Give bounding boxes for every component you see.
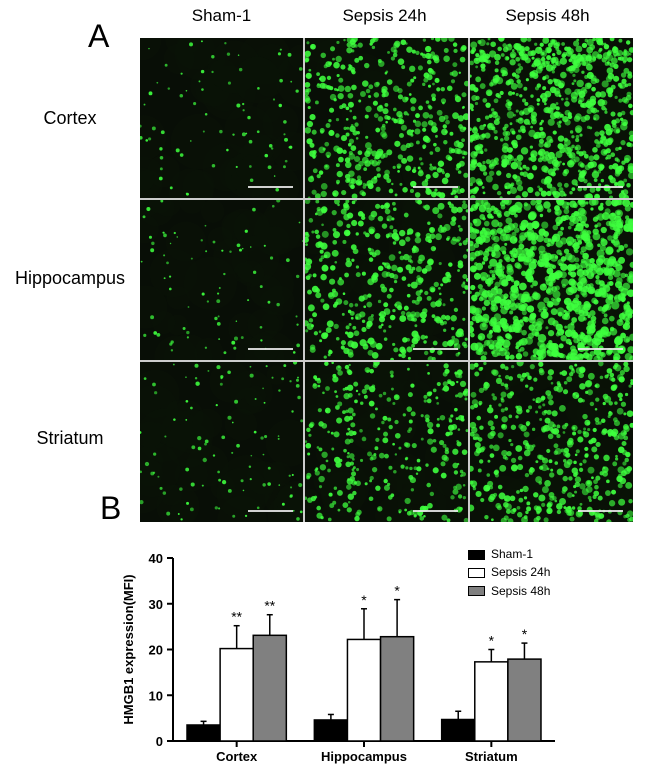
svg-text:40: 40: [149, 551, 163, 566]
row-label-cortex: Cortex: [0, 38, 140, 198]
legend-item: Sham-1: [468, 546, 550, 563]
micrograph-cell: [305, 362, 468, 522]
col-header-24h: Sepsis 24h: [303, 6, 466, 26]
scale-bar: [413, 186, 458, 188]
micrograph-grid: [140, 38, 633, 522]
col-header-48h: Sepsis 48h: [466, 6, 629, 26]
svg-text:*: *: [489, 633, 495, 649]
micrograph-cell: [140, 38, 303, 198]
column-headers: Sham-1 Sepsis 24h Sepsis 48h: [140, 6, 630, 26]
figure: A Sham-1 Sepsis 24h Sepsis 48h Cortex Hi…: [0, 0, 650, 781]
micrograph-cell: [470, 362, 633, 522]
scale-bar: [578, 348, 623, 350]
scale-bar: [248, 186, 293, 188]
svg-text:*: *: [394, 583, 400, 599]
col-header-sham: Sham-1: [140, 6, 303, 26]
micrograph-cell: [470, 38, 633, 198]
svg-text:*: *: [522, 626, 528, 642]
legend-item: Sepsis 24h: [468, 564, 550, 581]
row-labels: Cortex Hippocampus Striatum: [0, 38, 140, 518]
legend-item: Sepsis 48h: [468, 583, 550, 600]
panel-a: A Sham-1 Sepsis 24h Sepsis 48h Cortex Hi…: [0, 0, 650, 522]
scale-bar: [413, 510, 458, 512]
svg-text:30: 30: [149, 597, 163, 612]
legend-label: Sham-1: [491, 546, 533, 563]
legend-label: Sepsis 48h: [491, 583, 550, 600]
svg-text:HMGB1 expression(MFI): HMGB1 expression(MFI): [121, 574, 136, 724]
svg-text:**: **: [231, 609, 242, 625]
svg-text:Striatum: Striatum: [465, 749, 518, 764]
svg-text:0: 0: [156, 734, 163, 749]
legend-swatch: [468, 586, 485, 596]
svg-text:20: 20: [149, 643, 163, 658]
legend-swatch: [468, 568, 485, 578]
svg-text:**: **: [264, 598, 275, 614]
legend-swatch: [468, 550, 485, 560]
svg-text:10: 10: [149, 688, 163, 703]
legend-label: Sepsis 24h: [491, 564, 550, 581]
scale-bar: [413, 348, 458, 350]
micrograph-cell: [470, 200, 633, 360]
chart-legend: Sham-1Sepsis 24h Sepsis 48h: [468, 546, 550, 601]
scale-bar: [248, 348, 293, 350]
row-label-hippocampus: Hippocampus: [0, 198, 140, 358]
svg-text:*: *: [361, 592, 367, 608]
panel-b-label: B: [100, 490, 121, 527]
scale-bar: [248, 510, 293, 512]
scale-bar: [578, 510, 623, 512]
svg-text:Hippocampus: Hippocampus: [321, 749, 407, 764]
micrograph-cell: [140, 362, 303, 522]
scale-bar: [578, 186, 623, 188]
svg-text:Cortex: Cortex: [216, 749, 258, 764]
micrograph-cell: [140, 200, 303, 360]
micrograph-cell: [305, 200, 468, 360]
micrograph-cell: [305, 38, 468, 198]
